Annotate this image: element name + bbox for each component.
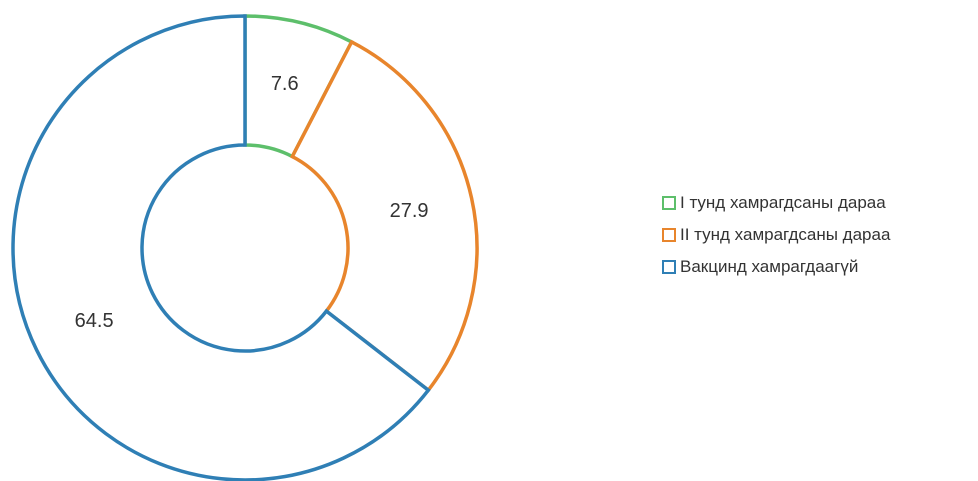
legend-swatch-orange: [662, 228, 676, 242]
donut-slice: [11, 14, 431, 481]
legend-label: Вакцинд хамрагдаагүй: [680, 257, 859, 276]
slice-data-label: 7.6: [271, 73, 299, 95]
legend-label: II тунд хамрагдсаны дараа: [680, 225, 891, 244]
legend-item: II тунд хамрагдсаны дараа: [662, 224, 890, 246]
slice-data-label: 27.9: [390, 200, 429, 222]
legend: I тунд хамрагдсаны дараа II тунд хамрагд…: [662, 192, 890, 288]
legend-label: I тунд хамрагдсаны дараа: [680, 193, 886, 212]
legend-item: Вакцинд хамрагдаагүй: [662, 256, 890, 278]
legend-swatch-green: [662, 196, 676, 210]
legend-swatch-blue: [662, 260, 676, 274]
slice-data-label: 64.5: [75, 310, 114, 332]
donut-slice: [289, 39, 479, 393]
legend-item: I тунд хамрагдсаны дараа: [662, 192, 890, 214]
